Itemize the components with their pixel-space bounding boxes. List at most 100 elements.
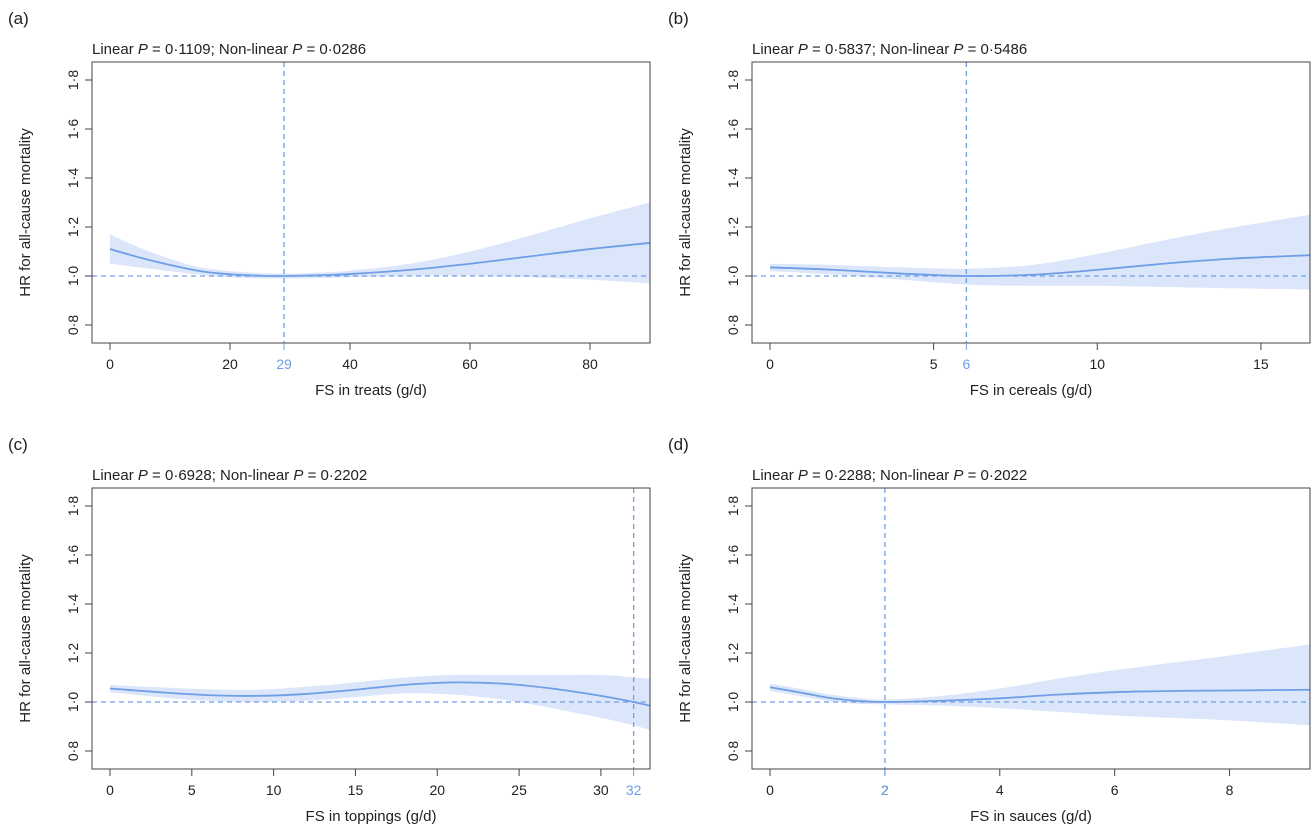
x-axis-label: FS in toppings (g/d) xyxy=(306,808,437,825)
subtitle-part-p: P xyxy=(798,467,808,484)
panel-letter: (c) xyxy=(8,435,28,454)
x-tick-label: 15 xyxy=(1253,356,1269,372)
x-axis-label: FS in treats (g/d) xyxy=(315,382,427,399)
subtitle-part-p: P xyxy=(138,467,148,484)
reference-x-label: 29 xyxy=(276,356,292,372)
subtitle-part-nonlinear_value: = 0·2202 xyxy=(303,467,367,484)
x-axis-label: FS in sauces (g/d) xyxy=(970,808,1092,825)
subtitle-part-linear_prefix: Linear xyxy=(92,41,138,58)
x-tick-label: 40 xyxy=(342,356,358,372)
y-axis-label: HR for all-cause mortality xyxy=(677,128,694,297)
panel-letter: (a) xyxy=(8,9,29,28)
panel-c: (c) Linear P = 0·6928; Non-linear P = 0·2… xyxy=(8,435,651,825)
y-tick-label: 0·8 xyxy=(725,741,741,761)
y-tick-label: 1·2 xyxy=(65,643,81,663)
y-tick-label: 1·8 xyxy=(725,70,741,90)
x-axis-label: FS in cereals (g/d) xyxy=(970,382,1093,399)
panel-a: (a) Linear P = 0·1109; Non-linear P = 0·0… xyxy=(8,9,651,399)
subtitle-part-linear_prefix: Linear xyxy=(752,467,798,484)
subtitle-part-linear_prefix: Linear xyxy=(752,41,798,58)
subtitle-part-nonlinear_value: = 0·5486 xyxy=(963,41,1027,58)
y-tick-label: 1·6 xyxy=(65,119,81,139)
y-tick-label: 1·2 xyxy=(65,217,81,237)
hr-curve xyxy=(769,686,1310,703)
x-tick-label: 2 xyxy=(881,782,889,798)
p-value-subtitle: Linear P = 0·2288; Non-linear P = 0·2022 xyxy=(752,467,1027,484)
y-tick-label: 1·0 xyxy=(725,692,741,712)
y-tick-label: 1·8 xyxy=(725,496,741,516)
subtitle-part-linear_value: = 0·5837; Non-linear xyxy=(808,41,954,58)
x-tick-label: 60 xyxy=(462,356,478,372)
y-tick-label: 0·8 xyxy=(65,315,81,335)
y-tick-label: 1·0 xyxy=(65,692,81,712)
x-tick-label: 10 xyxy=(266,782,282,798)
plot-frame xyxy=(91,487,651,770)
reference-x-label: 2 xyxy=(881,782,889,798)
x-tick-label: 10 xyxy=(1089,356,1105,372)
y-tick-label: 1·2 xyxy=(725,217,741,237)
hr-curve xyxy=(109,681,650,707)
x-tick-label: 0 xyxy=(766,782,774,798)
p-value-subtitle: Linear P = 0·5837; Non-linear P = 0·5486 xyxy=(752,41,1027,58)
subtitle-part-linear_value: = 0·2288; Non-linear xyxy=(808,467,954,484)
x-tick-label: 5 xyxy=(930,356,938,372)
hr-curve xyxy=(109,242,650,277)
x-tick-label: 80 xyxy=(582,356,598,372)
plot-frame xyxy=(751,487,1311,770)
confidence-band xyxy=(770,644,1310,726)
subtitle-part-p: P xyxy=(798,41,808,58)
y-tick-label: 1·4 xyxy=(65,168,81,188)
reference-x-label: 6 xyxy=(962,356,970,372)
p-value-subtitle: Linear P = 0·6928; Non-linear P = 0·2202 xyxy=(92,467,367,484)
subtitle-part-linear_value: = 0·6928; Non-linear xyxy=(148,467,294,484)
subtitle-part-p: P xyxy=(292,41,302,58)
x-tick-label: 15 xyxy=(348,782,364,798)
confidence-band xyxy=(110,674,650,731)
x-tick-label: 30 xyxy=(593,782,609,798)
y-tick-label: 1·8 xyxy=(65,70,81,90)
y-tick-label: 1·8 xyxy=(65,496,81,516)
x-tick-label: 0 xyxy=(106,356,114,372)
subtitle-part-p: P xyxy=(953,467,963,484)
y-tick-label: 1·6 xyxy=(725,119,741,139)
panel-d: (d) Linear P = 0·2288; Non-linear P = 0·2… xyxy=(668,435,1311,825)
subtitle-part-p: P xyxy=(953,41,963,58)
y-tick-label: 1·6 xyxy=(725,545,741,565)
y-tick-label: 1·4 xyxy=(725,594,741,614)
panel-b: (b) Linear P = 0·5837; Non-linear P = 0·5… xyxy=(668,9,1311,399)
x-tick-label: 8 xyxy=(1226,782,1234,798)
reference-x-label: 32 xyxy=(626,782,642,798)
y-tick-label: 1·4 xyxy=(65,594,81,614)
subtitle-part-linear_prefix: Linear xyxy=(92,467,138,484)
y-axis-label: HR for all-cause mortality xyxy=(17,554,34,723)
y-tick-label: 1·4 xyxy=(725,168,741,188)
y-tick-label: 0·8 xyxy=(65,741,81,761)
x-tick-label: 4 xyxy=(996,782,1004,798)
x-tick-label: 20 xyxy=(222,356,238,372)
y-tick-label: 1·0 xyxy=(725,266,741,286)
y-tick-label: 0·8 xyxy=(725,315,741,335)
subtitle-part-linear_value: = 0·1109; Non-linear xyxy=(148,41,292,58)
panel-letter: (d) xyxy=(668,435,689,454)
plot-frame xyxy=(91,61,651,344)
confidence-band xyxy=(770,214,1310,290)
hr-curve xyxy=(769,254,1310,277)
x-tick-label: 0 xyxy=(106,782,114,798)
x-tick-label: 0 xyxy=(766,356,774,372)
y-tick-label: 1·6 xyxy=(65,545,81,565)
x-tick-label: 25 xyxy=(511,782,527,798)
plot-frame xyxy=(751,61,1311,344)
y-axis-label: HR for all-cause mortality xyxy=(17,128,34,297)
panel-letter: (b) xyxy=(668,9,689,28)
subtitle-part-nonlinear_value: = 0·2022 xyxy=(963,467,1027,484)
subtitle-part-nonlinear_value: = 0·0286 xyxy=(302,41,366,58)
y-tick-label: 1·0 xyxy=(65,266,81,286)
subtitle-part-p: P xyxy=(293,467,303,484)
subtitle-part-p: P xyxy=(138,41,148,58)
y-axis-label: HR for all-cause mortality xyxy=(677,554,694,723)
x-tick-label: 20 xyxy=(429,782,445,798)
x-tick-label: 6 xyxy=(1111,782,1119,798)
confidence-band xyxy=(110,202,650,284)
p-value-subtitle: Linear P = 0·1109; Non-linear P = 0·0286 xyxy=(92,41,366,58)
